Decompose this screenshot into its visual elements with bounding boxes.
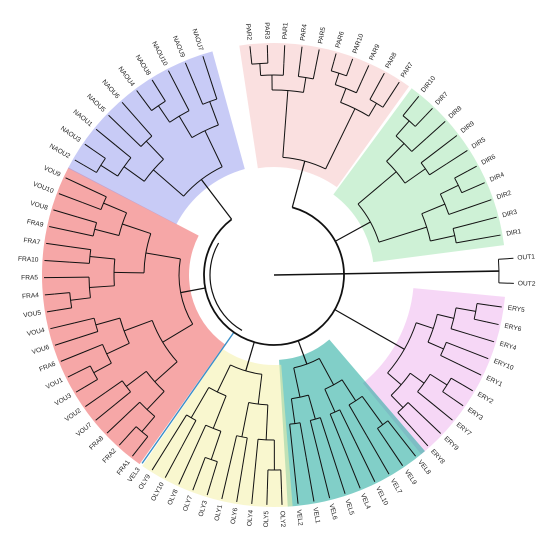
leaf-label: DIR2 (496, 190, 513, 202)
leaf-label: DIR1 (506, 228, 522, 238)
leaf-label: FRA6 (38, 360, 57, 373)
leaf-label: DIR10 (420, 75, 437, 94)
leaf-label: VEL5 (343, 498, 355, 516)
leaf-label: PAR4 (300, 23, 309, 41)
leaf-label: VEL4 (359, 493, 372, 511)
leaf-label: PAR8 (384, 51, 398, 69)
leaf-label: VEL9 (403, 469, 418, 487)
leaf-label: VEL10 (374, 486, 389, 507)
leaf-label: ERY7 (455, 421, 473, 437)
leaf-label: FRA10 (18, 256, 39, 264)
leaf-label: PAR2 (244, 23, 253, 41)
leaf-label: VOU5 (23, 310, 42, 320)
clade-oly-stem (281, 470, 282, 490)
leaf-label: NAOU5 (85, 93, 106, 114)
leaf-label: PAR6 (335, 30, 346, 48)
leaf-label: VOU4 (26, 327, 45, 338)
leaf-label: VOU10 (32, 181, 55, 195)
backbone-inner-arc (210, 243, 242, 330)
leaf-label: ERY8 (429, 448, 446, 466)
leaf-label: ERY9 (442, 435, 459, 452)
leaf-label: VEL1 (311, 507, 321, 524)
leaf-label: DIR7 (434, 91, 450, 107)
backbone-arc (204, 207, 344, 345)
clade-oly-tip-branch (282, 490, 283, 505)
leaf-label: OLY2 (278, 511, 286, 528)
leaf-label: ERY5 (507, 305, 525, 314)
leaf-label: VOU9 (42, 165, 62, 179)
leaf-label: DIR3 (502, 209, 519, 220)
leaf-label: OUT2 (518, 280, 536, 288)
leaf-label: ERY2 (476, 391, 495, 406)
outgroup-stem (274, 271, 499, 275)
leaf-label: NAOU3 (59, 125, 82, 144)
leaf-label: VOU3 (54, 392, 73, 407)
leaf-label: DIR4 (489, 171, 506, 184)
clade-bands (42, 43, 505, 507)
leaf-label: PAR1 (282, 22, 290, 39)
leaf-label: OLY4 (246, 509, 255, 526)
leaf-label: VEL3 (127, 466, 142, 484)
leaf-label: NAOU9 (171, 35, 186, 59)
leaf-label: VOU8 (29, 200, 49, 212)
leaf-label: OLY3 (198, 500, 210, 518)
leaf-label: FRA1 (116, 459, 132, 477)
leaf-label: PAR10 (352, 33, 366, 55)
leaf-label: OLY8 (167, 488, 180, 506)
outgroup-tip (499, 283, 514, 284)
leaf-label: NAOU8 (134, 54, 152, 77)
leaf-label: ERY1 (485, 375, 504, 389)
leaf-label: PAR7 (400, 61, 415, 79)
leaf-label: FRA8 (88, 435, 105, 452)
leaf-label: ERY3 (466, 407, 484, 423)
outgroup-tip (498, 258, 513, 259)
leaf-label: FRA9 (26, 219, 44, 229)
leaf-label: NAOU10 (150, 40, 168, 67)
leaf-label: VOU1 (45, 377, 64, 391)
leaf-label: DIR5 (471, 136, 488, 150)
leaf-label: NAOU7 (190, 28, 204, 52)
leaf-label: NAOU4 (116, 66, 135, 89)
leaf-label: VEL2 (295, 509, 304, 526)
leaf-label: OLY6 (230, 507, 240, 525)
leaf-label: OLY7 (182, 494, 194, 512)
leaf-label: PAR3 (263, 22, 270, 39)
leaf-label: OLY5 (263, 510, 271, 527)
leaf-label: VEL6 (327, 503, 338, 521)
leaf-label: VEL7 (389, 478, 403, 496)
leaf-label: OLY10 (150, 481, 166, 502)
leaf-label: FRA4 (22, 292, 40, 300)
leaf-label: VOU7 (75, 421, 94, 438)
clade-naou-root-stem (201, 179, 231, 219)
clade-ery-root-stem (335, 310, 405, 350)
leaf-label: FRA2 (101, 447, 118, 464)
leaf-label: ERY10 (492, 358, 514, 372)
outgroup-arc (498, 259, 499, 283)
leaf-label: ERY6 (504, 323, 523, 334)
leaf-label: PAR9 (368, 43, 381, 61)
leaf-label: NAOU6 (100, 79, 120, 101)
leaf-label: VOU2 (64, 407, 83, 423)
leaf-label: FRA5 (21, 274, 38, 281)
leaf-label: DIR9 (460, 120, 476, 135)
leaf-label: DIR8 (448, 105, 464, 120)
leaf-label: NAOU1 (72, 109, 94, 129)
leaf-label: OUT1 (517, 253, 535, 261)
leaf-label: VEL8 (416, 459, 432, 476)
clade-par-stem (283, 63, 284, 75)
leaf-label: VOU6 (31, 344, 51, 356)
leaf-label: PAR5 (317, 26, 327, 44)
leaf-label: DIR6 (480, 153, 497, 166)
clade-oly-stem (267, 470, 268, 490)
leaf-label: FRA7 (23, 237, 41, 246)
leaf-label: OLY9 (138, 473, 153, 491)
leaf-label: ERY4 (499, 340, 518, 352)
leaf-label: NAOU2 (48, 143, 71, 161)
leaf-label: OLY1 (214, 504, 225, 522)
